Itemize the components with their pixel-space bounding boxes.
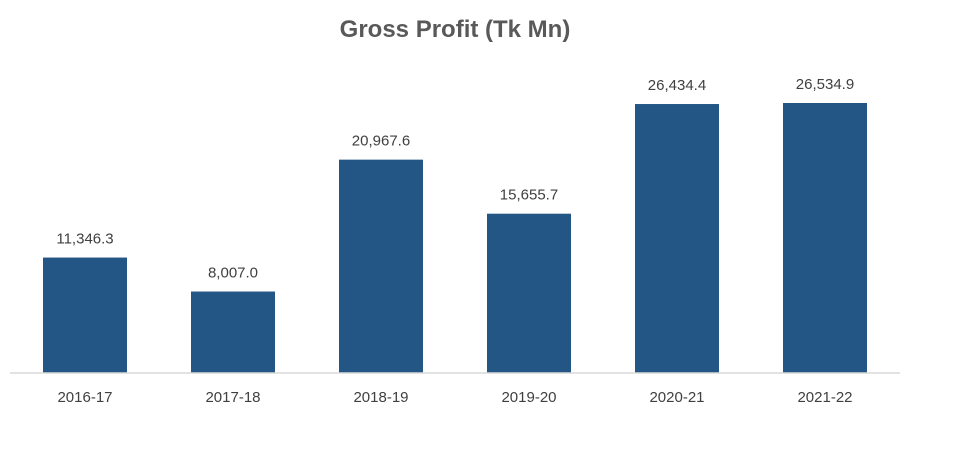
- bar-2018-19: [339, 159, 423, 373]
- x-tick-label-2021-22: 2021-22: [797, 389, 852, 406]
- x-tick-labels-group: 2016-17 2017-18 2018-19 2019-20 2020-21 2021-…: [57, 389, 852, 406]
- x-tick-label-2017-18: 2017-18: [205, 389, 260, 406]
- x-tick-label-2019-20: 2019-20: [501, 389, 556, 406]
- value-label-2021-22: 26,534.9: [796, 76, 854, 93]
- bar-2021-22: [783, 103, 867, 373]
- chart-title: Gross Profit (Tk Mn): [340, 16, 571, 43]
- x-tick-label-2020-21: 2020-21: [649, 389, 704, 406]
- value-labels-group: 11,346.3 8,007.0 20,967.6 15,655.7 26,434.4 2…: [56, 76, 854, 282]
- x-tick-label-2018-19: 2018-19: [353, 389, 408, 406]
- x-tick-label-2016-17: 2016-17: [57, 389, 112, 406]
- value-label-2020-21: 26,434.4: [648, 77, 706, 94]
- bars-group: [43, 103, 867, 373]
- value-label-2017-18: 8,007.0: [208, 265, 258, 282]
- value-label-2019-20: 15,655.7: [500, 187, 558, 204]
- bar-2020-21: [635, 104, 719, 373]
- value-label-2016-17: 11,346.3: [56, 231, 113, 248]
- value-label-2018-19: 20,967.6: [352, 133, 410, 150]
- bar-2016-17: [43, 257, 127, 373]
- bar-2017-18: [191, 291, 275, 373]
- bar-2019-20: [487, 213, 571, 373]
